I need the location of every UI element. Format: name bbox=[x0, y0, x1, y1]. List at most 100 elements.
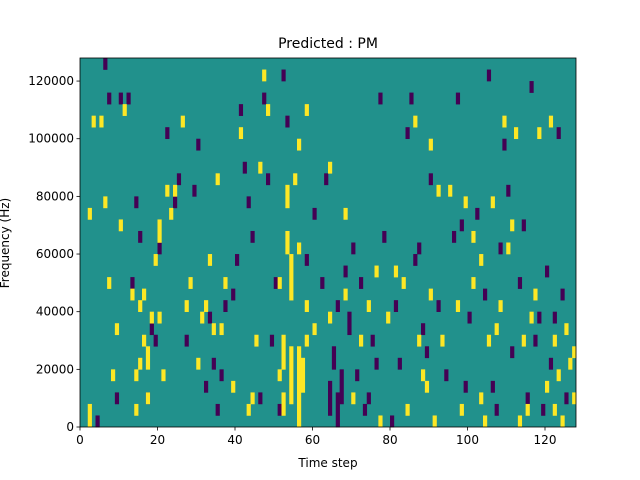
heatmap-cell-negative bbox=[510, 346, 515, 359]
heatmap-cell-negative bbox=[467, 311, 472, 324]
heatmap-cell-negative bbox=[366, 392, 371, 405]
heatmap-cell-positive bbox=[111, 369, 116, 382]
heatmap-cell-positive bbox=[343, 207, 348, 220]
heatmap-cell-negative bbox=[215, 403, 220, 416]
x-tick-label: 0 bbox=[76, 433, 84, 447]
heatmap-cell-negative bbox=[390, 415, 395, 428]
heatmap-cell-positive bbox=[188, 277, 193, 289]
heatmap-cell-positive bbox=[277, 277, 282, 289]
heatmap-cell-positive bbox=[455, 300, 461, 312]
heatmap-cell-negative bbox=[304, 254, 309, 266]
heatmap-cell-negative bbox=[378, 92, 383, 105]
heatmap-cell-positive bbox=[207, 254, 213, 266]
x-axis: 0 20 40 60 80 100 120 bbox=[76, 427, 556, 447]
heatmap-cell-negative bbox=[463, 380, 468, 393]
heatmap-cell-positive bbox=[87, 207, 92, 220]
heatmap-cell-negative bbox=[490, 380, 495, 393]
y-tick-label: 60000 bbox=[36, 247, 74, 261]
heatmap-cell-positive bbox=[293, 173, 298, 186]
heatmap-cell-negative bbox=[207, 311, 213, 324]
heatmap-cell-positive bbox=[537, 127, 542, 140]
heatmap-cell-negative bbox=[475, 207, 480, 220]
heatmap-cell-positive bbox=[463, 196, 468, 209]
heatmap-cell-positive bbox=[149, 311, 154, 324]
heatmap-cell-positive bbox=[262, 69, 267, 82]
heatmap-cell-negative bbox=[521, 219, 526, 232]
heatmap-cell-negative bbox=[262, 92, 267, 105]
heatmap-cell-positive bbox=[219, 323, 224, 336]
heatmap-cell-negative bbox=[525, 392, 530, 405]
heatmap-cell-negative bbox=[242, 161, 247, 174]
heatmap-cell-negative bbox=[486, 69, 492, 82]
heatmap-cell-positive bbox=[498, 300, 503, 312]
x-tick-label: 40 bbox=[227, 433, 242, 447]
heatmap-cell-positive bbox=[572, 392, 577, 405]
heatmap-cell-negative bbox=[235, 254, 240, 266]
heatmap-cell-negative bbox=[374, 357, 379, 370]
heatmap-cell-negative bbox=[397, 357, 402, 370]
y-tick-label: 20000 bbox=[36, 362, 74, 376]
heatmap-cell-positive bbox=[374, 265, 379, 278]
heatmap-cell-positive bbox=[281, 392, 286, 416]
heatmap-cell-positive bbox=[134, 369, 139, 382]
heatmap-cell-negative bbox=[409, 92, 414, 105]
heatmap-cell-positive bbox=[289, 346, 294, 405]
y-tick-label: 100000 bbox=[28, 132, 74, 146]
heatmap-cell-positive bbox=[99, 115, 104, 128]
heatmap-cell-negative bbox=[126, 92, 131, 105]
heatmap-cell-positive bbox=[359, 334, 364, 347]
heatmap-cell-positive bbox=[568, 357, 573, 370]
heatmap-cell-negative bbox=[173, 196, 178, 209]
chart-title: Predicted : PM bbox=[278, 36, 378, 52]
x-tick-label: 60 bbox=[305, 433, 320, 447]
heatmap-cell-positive bbox=[548, 115, 554, 128]
heatmap-cell-positive bbox=[277, 369, 282, 382]
heatmap-cell-positive bbox=[428, 288, 433, 301]
heatmap-cell-negative bbox=[324, 173, 329, 186]
heatmap-cell-positive bbox=[552, 334, 557, 347]
heatmap-cell-positive bbox=[87, 403, 92, 428]
heatmap-cell-positive bbox=[297, 346, 302, 428]
heatmap-cell-negative bbox=[533, 334, 538, 347]
heatmap-cell-negative bbox=[157, 242, 162, 255]
heatmap-cell-positive bbox=[494, 323, 499, 336]
heatmap-cell-positive bbox=[169, 207, 174, 220]
heatmap-cell-positive bbox=[281, 334, 286, 370]
heatmap-cell-negative bbox=[436, 300, 441, 312]
heatmap-cell-positive bbox=[417, 334, 422, 347]
heatmap-cell-negative bbox=[537, 311, 542, 324]
heatmap-cell-positive bbox=[138, 357, 143, 370]
heatmap-cell-negative bbox=[483, 288, 488, 301]
heatmap-cell-positive bbox=[378, 415, 383, 428]
heatmap-cell-negative bbox=[347, 311, 352, 336]
heatmap-cell-positive bbox=[254, 334, 259, 347]
heatmap-cell-negative bbox=[498, 242, 503, 255]
heatmap-cell-positive bbox=[285, 184, 290, 209]
heatmap-cell-positive bbox=[103, 196, 108, 209]
heatmap-cell-positive bbox=[413, 115, 418, 128]
y-axis: 0 20000 40000 60000 80000 100000 120000 bbox=[28, 74, 80, 434]
heatmap-cell-positive bbox=[250, 392, 255, 405]
heatmap-cell-positive bbox=[506, 242, 511, 255]
heatmap-cell-negative bbox=[281, 69, 286, 82]
x-tick-label: 100 bbox=[456, 433, 479, 447]
heatmap-cell-negative bbox=[211, 357, 216, 370]
heatmap-cell-negative bbox=[405, 127, 410, 140]
heatmap-cell-positive bbox=[142, 288, 147, 301]
heatmap-cell-positive bbox=[545, 380, 550, 393]
heatmap-cell-negative bbox=[103, 58, 108, 70]
y-tick-label: 120000 bbox=[28, 74, 74, 88]
heatmap-cell-negative bbox=[455, 92, 461, 105]
heatmap-cell-positive bbox=[560, 415, 565, 428]
heatmap-cell-negative bbox=[548, 357, 554, 370]
heatmap-cell-positive bbox=[289, 254, 294, 301]
heatmap-cell-negative bbox=[529, 81, 534, 93]
heatmap-cell-positive bbox=[424, 380, 430, 393]
heatmap-cell-positive bbox=[343, 288, 348, 301]
heatmap-cell-negative bbox=[192, 184, 197, 197]
heatmap-cell-negative bbox=[312, 207, 317, 220]
heatmap-cell-negative bbox=[223, 300, 228, 312]
heatmap-cell-positive bbox=[157, 311, 162, 324]
heatmap-cell-positive bbox=[215, 173, 220, 186]
heatmap-cell-negative bbox=[269, 334, 275, 347]
